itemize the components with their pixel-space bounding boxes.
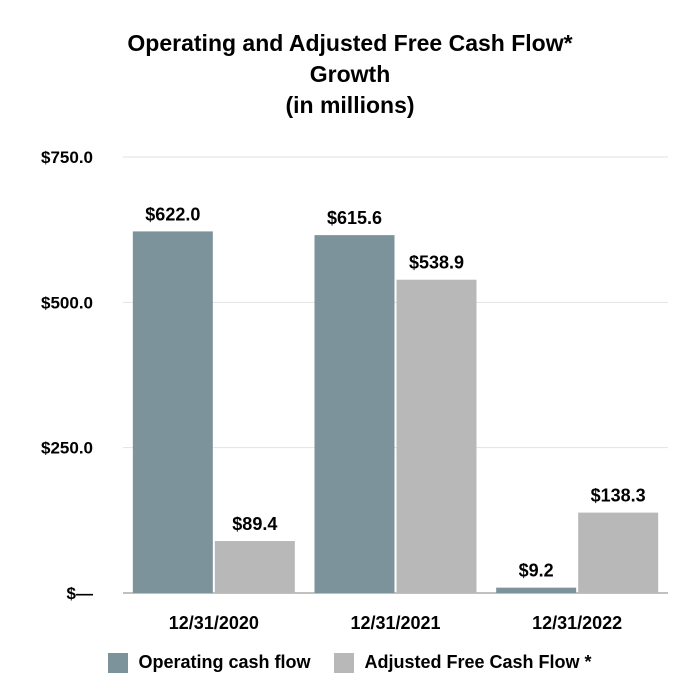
y-axis-ticks: $— $250.0 $500.0 $750.0 (41, 148, 93, 603)
y-tick-label: $750.0 (41, 148, 93, 167)
bar-adjusted-0 (214, 541, 295, 593)
y-tick-label: $— (67, 584, 93, 603)
bar-adjusted-1 (396, 279, 477, 593)
bar-operating-2 (496, 587, 577, 593)
legend-swatch-adjusted (334, 652, 355, 673)
data-label: $89.4 (232, 514, 277, 534)
x-axis-ticks: 12/31/2020 12/31/2021 12/31/2022 (169, 613, 622, 633)
bar-adjusted-2 (578, 512, 659, 593)
legend-label-adjusted: Adjusted Free Cash Flow * (364, 652, 592, 672)
x-tick-label: 12/31/2020 (169, 613, 259, 633)
chart-title: Operating and Adjusted Free Cash Flow* G… (0, 28, 700, 121)
x-tick-label: 12/31/2022 (532, 613, 622, 633)
data-label: $9.2 (519, 561, 554, 581)
bar-operating-0 (132, 231, 213, 594)
y-tick-label: $250.0 (41, 439, 93, 458)
legend-item-adjusted: Adjusted Free Cash Flow * (334, 652, 592, 673)
data-labels: $622.0 $89.4 $615.6 $538.9 $9.2 $138.3 (145, 204, 645, 580)
data-label: $138.3 (591, 486, 646, 506)
chart-title-line-1: Operating and Adjusted Free Cash Flow* (127, 30, 573, 56)
data-label: $538.9 (409, 253, 464, 273)
chart-title-line-3: (in millions) (285, 92, 415, 118)
legend-item-operating: Operating cash flow (108, 652, 310, 673)
data-label: $622.0 (145, 204, 200, 224)
chart-title-line-2: Growth (309, 61, 391, 87)
y-tick-label: $500.0 (41, 293, 93, 312)
legend-swatch-operating (108, 652, 129, 673)
bar-operating-1 (314, 235, 395, 593)
bars (132, 231, 659, 594)
data-label: $615.6 (327, 208, 382, 228)
legend-label-operating: Operating cash flow (138, 652, 311, 672)
x-tick-label: 12/31/2021 (350, 613, 440, 633)
legend: Operating cash flow Adjusted Free Cash F… (0, 652, 700, 673)
gridlines (123, 156, 668, 594)
